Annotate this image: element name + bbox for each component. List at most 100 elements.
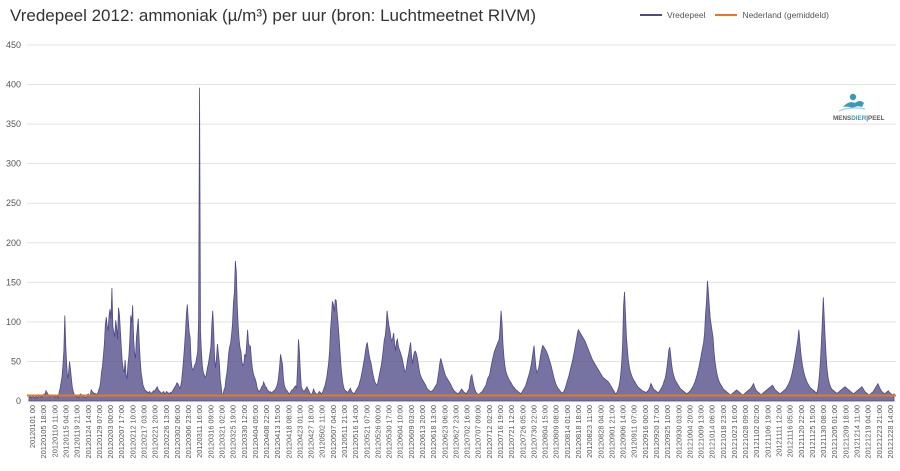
x-tick-label: 20120814 01:00 xyxy=(563,405,572,458)
x-tick-label: 20120730 22:00 xyxy=(529,405,538,458)
x-tick-label: 20121214 11:00 xyxy=(853,405,862,458)
x-tick-label: 20121018 23:00 xyxy=(719,405,728,458)
x-tick-label: 20120618 13:00 xyxy=(429,405,438,458)
x-tick-label: 20120707 09:00 xyxy=(474,405,483,458)
y-tick-label: 150 xyxy=(6,277,21,287)
x-tick-label: 20120423 01:00 xyxy=(295,405,304,458)
x-tick-label: 20120516 14:00 xyxy=(351,405,360,458)
x-tick-label: 20121209 18:00 xyxy=(841,405,850,458)
x-tick-label: 20120325 19:00 xyxy=(229,405,238,458)
x-tick-label: 20120203 00:00 xyxy=(106,405,115,458)
x-tick-label: 20120823 11:00 xyxy=(585,405,594,458)
x-tick-label: 20120511 21:00 xyxy=(340,405,349,458)
legend-swatch-nederland xyxy=(715,14,738,16)
legend-entry-vredepeel[interactable]: Vredepeel xyxy=(640,10,705,20)
x-tick-label: 20120916 00:00 xyxy=(641,405,650,458)
x-tick-label: 20120906 14:00 xyxy=(619,405,628,458)
x-tick-label: 20120302 06:00 xyxy=(173,405,182,458)
x-tick-label: 20120330 12:00 xyxy=(240,405,249,458)
x-tick-label: 20120418 08:00 xyxy=(284,405,293,458)
y-tick-label: 0 xyxy=(16,396,21,406)
x-tick-label: 20120110 11:00 xyxy=(50,405,59,457)
x-tick-label: 20121004 20:00 xyxy=(685,405,694,458)
x-tick-label: 20120925 10:00 xyxy=(663,405,672,458)
y-tick-label: 350 xyxy=(6,119,21,129)
x-tick-label: 20120413 15:00 xyxy=(273,405,282,458)
x-tick-label: 20120721 12:00 xyxy=(507,405,516,458)
x-tick-label: 20120920 17:00 xyxy=(652,405,661,458)
x-axis-ticks: 20120101 00 20120105 18:00 20120110 11:00 2… xyxy=(28,405,895,458)
x-tick-label: 20120306 23:00 xyxy=(184,405,193,458)
x-tick-label: 20120526 00:00 xyxy=(373,405,382,458)
x-tick-label: 20120818 18:00 xyxy=(574,405,583,458)
x-tick-label: 20120408 22:00 xyxy=(262,405,271,458)
x-tick-label: 20120809 08:00 xyxy=(552,405,561,458)
x-tick-label: 20120101 00 xyxy=(28,405,37,448)
x-tick-label: 20120115 04:00 xyxy=(61,405,70,458)
x-tick-label: 20120804 15:00 xyxy=(541,405,550,458)
legend-label-vredepeel: Vredepeel xyxy=(667,10,706,20)
x-tick-label: 20121130 08:00 xyxy=(819,405,828,458)
x-tick-label: 20120502 11:00 xyxy=(318,405,327,458)
x-tick-label: 20120119 21:00 xyxy=(73,405,82,458)
x-tick-label: 20121120 22:00 xyxy=(797,405,806,458)
x-tick-label: 20121228 14:00 xyxy=(886,405,895,458)
legend-entry-nederland[interactable]: Nederland (gemiddeld) xyxy=(715,10,829,20)
x-tick-label: 20121102 02:00 xyxy=(752,405,761,458)
chart-title: Vredepeel 2012: ammoniak (µ/m³) per uur … xyxy=(10,6,537,25)
x-tick-label: 20120530 17:00 xyxy=(385,405,394,458)
legend-label-nederland: Nederland (gemiddeld) xyxy=(742,10,829,20)
x-tick-label: 20120507 04:00 xyxy=(329,405,338,458)
x-tick-label: 20120828 04:00 xyxy=(596,405,605,458)
x-tick-label: 20121116 05:00 xyxy=(786,405,795,457)
y-tick-label: 200 xyxy=(6,238,21,248)
x-tick-label: 20120613 20:00 xyxy=(418,405,427,458)
x-tick-label: 20121014 06:00 xyxy=(708,405,717,458)
legend-swatch-vredepeel xyxy=(640,14,662,16)
x-tick-label: 20120404 05:00 xyxy=(251,405,260,458)
x-tick-label: 20120702 16:00 xyxy=(463,405,472,458)
series-layer xyxy=(27,87,896,402)
x-tick-label: 20120901 21:00 xyxy=(607,405,616,458)
series-vredepeel xyxy=(28,87,895,402)
x-tick-label: 20120521 07:00 xyxy=(362,405,371,458)
x-tick-label: 20120221 20:00 xyxy=(151,405,160,458)
x-tick-label: 20120604 10:00 xyxy=(396,405,405,458)
x-tick-label: 20120316 09:00 xyxy=(206,405,215,458)
x-tick-label: 20121223 21:00 xyxy=(875,405,884,458)
x-tick-label: 20120105 18:00 xyxy=(39,405,48,458)
x-tick-label: 20120627 23:00 xyxy=(451,405,460,458)
x-tick-label: 20121023 16:00 xyxy=(730,405,739,458)
x-tick-label: 20120716 19:00 xyxy=(496,405,505,458)
y-tick-label: 300 xyxy=(6,159,21,169)
gridlines xyxy=(27,44,896,402)
x-tick-label: 20120911 07:00 xyxy=(630,405,639,458)
x-tick-label: 20120712 02:00 xyxy=(485,405,494,458)
x-tick-label: 20120129 07:00 xyxy=(95,405,104,458)
x-tick-label: 20120623 06:00 xyxy=(440,405,449,458)
y-tick-label: 50 xyxy=(11,356,21,366)
x-tick-label: 20120609 03:00 xyxy=(407,405,416,458)
svg-text:MENSDIER|PEEL: MENSDIER|PEEL xyxy=(833,115,885,122)
x-tick-label: 20120427 18:00 xyxy=(307,405,316,458)
y-tick-label: 450 xyxy=(6,40,21,50)
x-tick-label: 20120207 17:00 xyxy=(117,405,126,458)
x-tick-label: 20120212 10:00 xyxy=(128,405,137,458)
x-tick-label: 20120930 03:00 xyxy=(674,405,683,458)
x-tick-label: 20121028 09:00 xyxy=(741,405,750,458)
x-tick-label: 20120217 03:00 xyxy=(139,405,148,458)
mensdierpeel-logo: MENSDIER|PEEL xyxy=(833,90,891,124)
x-tick-label: 20121106 19:00 xyxy=(763,405,772,458)
x-tick-label: 20121111 12:00 xyxy=(775,405,784,457)
x-tick-label: 20121219 04:00 xyxy=(864,405,873,458)
x-tick-label: 20120726 05:00 xyxy=(518,405,527,458)
x-tick-label: 20121205 01:00 xyxy=(830,405,839,458)
x-tick-label: 20120124 14:00 xyxy=(84,405,93,458)
y-axis-ticks: 0 50 100 150 200 250 300 350 400 450 xyxy=(6,40,21,406)
legend: Vredepeel Nederland (gemiddeld) xyxy=(640,10,829,20)
y-tick-label: 100 xyxy=(6,317,21,327)
x-tick-label: 20120226 13:00 xyxy=(162,405,171,458)
x-tick-label: 20121125 15:00 xyxy=(808,405,817,458)
y-tick-label: 400 xyxy=(6,80,21,90)
